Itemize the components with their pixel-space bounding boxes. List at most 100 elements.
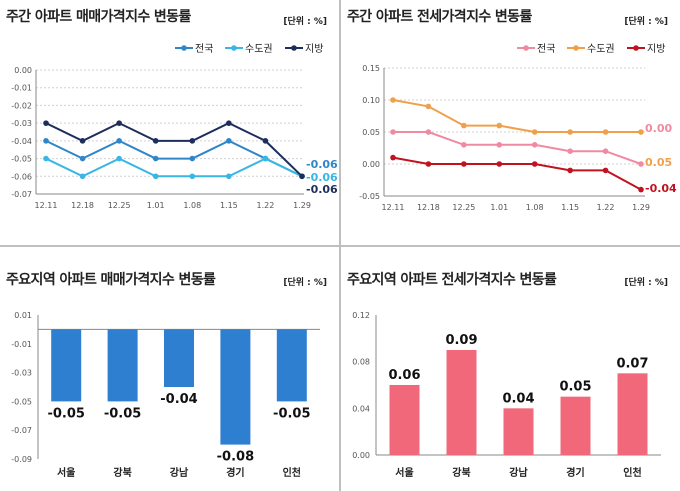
data-point	[152, 138, 159, 144]
x-tick-label: 12.11	[382, 203, 405, 212]
category-label: 강북	[452, 466, 470, 479]
legend-marker-2	[633, 45, 639, 51]
data-point	[43, 155, 49, 162]
data-point	[390, 97, 396, 103]
x-tick-label: 12.11	[35, 201, 58, 210]
x-tick-label: 1.29	[293, 201, 311, 210]
data-point	[189, 138, 196, 144]
category-label: 경기	[226, 466, 244, 479]
legend-label: 수도권	[587, 43, 615, 55]
x-tick-label: 1.22	[597, 203, 615, 212]
legend-label: 수도권	[245, 43, 273, 55]
x-tick-label: 12.25	[452, 203, 475, 212]
bar-value-label: 0.05	[559, 380, 591, 395]
y-tick-label: -0.04	[11, 137, 32, 146]
legend-label: 지방	[305, 43, 323, 55]
legend-marker-0	[181, 45, 187, 51]
legend-marker-2	[291, 45, 297, 51]
data-point	[638, 186, 644, 193]
legend-marker-1	[231, 45, 237, 51]
data-point	[425, 103, 432, 110]
data-point	[226, 120, 232, 126]
bar-강북	[446, 350, 477, 455]
x-tick-label: 1.15	[220, 201, 238, 210]
series-line-전국	[45, 139, 303, 178]
category-label: 경기	[566, 466, 584, 479]
bar-인천	[617, 373, 648, 455]
y-tick-label: 0.05	[362, 128, 380, 137]
x-tick-label: 1.29	[632, 203, 650, 212]
data-point	[461, 142, 467, 148]
category-label: 서울	[395, 466, 413, 479]
bar-서울	[389, 385, 420, 455]
data-point	[425, 129, 432, 135]
data-point	[496, 142, 503, 148]
category-label: 강남	[509, 466, 528, 479]
legend-label: 전국	[537, 43, 555, 55]
y-tick-label: 0.10	[362, 96, 380, 105]
end-value-label: -0.04	[645, 182, 677, 195]
data-point	[189, 173, 196, 180]
y-tick-label: -0.01	[11, 84, 32, 93]
unit-label: [단위 : %]	[283, 278, 327, 288]
x-tick-label: 12.18	[417, 203, 440, 212]
bar-인천	[276, 329, 307, 402]
data-point	[152, 173, 159, 180]
data-point	[638, 161, 644, 167]
data-point	[496, 161, 503, 167]
y-tick-label: 0.00	[352, 451, 370, 460]
x-tick-label: 1.22	[257, 201, 275, 210]
bar-value-label: -0.05	[104, 406, 141, 421]
data-point	[79, 138, 86, 144]
data-point	[262, 155, 269, 162]
chart-title: 주요지역 아파트 전세가격지수 변동률	[347, 272, 557, 288]
data-point	[79, 155, 86, 162]
category-label: 강북	[113, 466, 131, 479]
bar-경기	[220, 329, 251, 445]
data-point	[461, 122, 467, 129]
data-point	[567, 167, 573, 174]
data-point	[461, 161, 467, 167]
data-point	[226, 173, 232, 180]
data-point	[116, 155, 122, 162]
series-line-전국	[393, 131, 642, 165]
data-point	[43, 138, 49, 144]
y-tick-label: 0.08	[352, 358, 370, 367]
unit-label: [단위 : %]	[624, 278, 668, 288]
horizontal-divider	[0, 245, 680, 247]
chart-title: 주요지역 아파트 매매가격지수 변동률	[6, 272, 216, 288]
data-point	[43, 120, 49, 126]
category-label: 인천	[623, 466, 641, 479]
data-point	[116, 120, 122, 126]
legend-label: 전국	[195, 43, 213, 55]
x-tick-label: 12.25	[108, 201, 131, 210]
category-label: 강남	[170, 466, 189, 479]
y-tick-label: -0.01	[11, 340, 32, 349]
data-point	[262, 138, 269, 144]
data-point	[390, 129, 396, 135]
x-tick-label: 12.18	[71, 201, 94, 210]
y-tick-label: -0.07	[11, 426, 32, 435]
y-tick-label: 0.12	[352, 311, 370, 320]
sales-weekly-line-chart-panel: 0.00 -0.01 -0.02 -0.03 -0.04 -0.05 -0.06 -0.07 1…	[0, 0, 339, 245]
bar-value-label: 0.07	[616, 356, 648, 371]
series-line-수도권	[392, 99, 641, 133]
series-line-지방	[45, 122, 303, 178]
data-point	[602, 167, 609, 174]
data-point	[602, 129, 609, 135]
end-value-label: 0.05	[645, 156, 672, 169]
category-label: 인천	[283, 466, 301, 479]
bar-value-label: 0.06	[388, 368, 420, 383]
y-tick-label: 0.00	[362, 160, 380, 169]
y-tick-label: -0.07	[11, 190, 32, 199]
bar-강남	[164, 329, 194, 387]
end-value-label: -0.06	[306, 158, 338, 171]
x-tick-label: 1.15	[561, 203, 579, 212]
sales-region-bar-chart: 0.01 -0.01 -0.03 -0.05 -0.07 -0.09 -0.05 서울 -0.0…	[11, 311, 320, 479]
data-point	[531, 142, 538, 148]
bar-value-label: -0.08	[217, 450, 254, 465]
bar-value-label: 0.04	[502, 391, 534, 406]
unit-label: [단위 : %]	[624, 17, 668, 27]
bar-value-label: 0.09	[445, 333, 477, 348]
